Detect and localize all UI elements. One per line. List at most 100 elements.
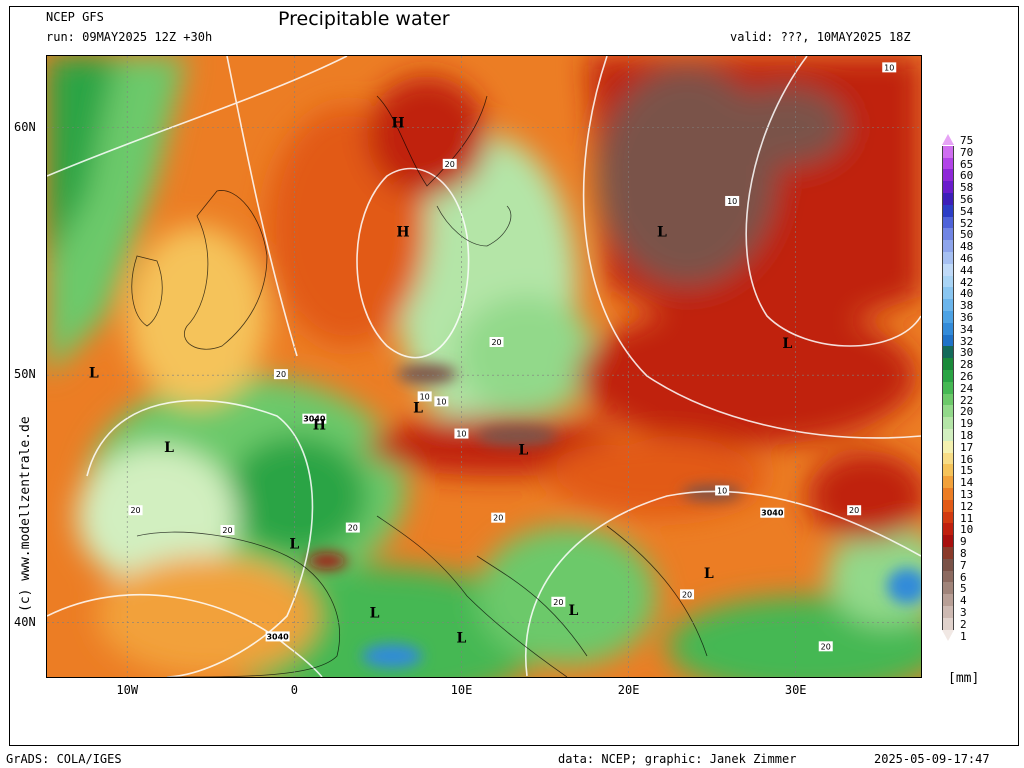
contour-label: 20 xyxy=(491,512,506,523)
low-pressure-marker: L xyxy=(289,536,299,552)
legend-label: 5 xyxy=(960,582,967,596)
high-pressure-marker: H xyxy=(313,418,326,434)
legend-bottom-arrow xyxy=(942,629,954,641)
svg-text:10: 10 xyxy=(884,63,894,72)
legend-swatch xyxy=(942,511,954,524)
contour-label: 20 xyxy=(220,525,235,536)
low-pressure-marker: L xyxy=(657,225,667,241)
legend-label: 14 xyxy=(960,476,974,490)
contour-label: 20 xyxy=(128,505,143,516)
legend-swatch xyxy=(942,405,954,418)
legend-label: 70 xyxy=(960,145,974,159)
legend-swatch xyxy=(942,252,954,265)
longitude-label: 10W xyxy=(116,683,139,697)
legend-label: 58 xyxy=(960,181,974,195)
coastlines xyxy=(131,95,708,677)
high-pressure-marker: H xyxy=(396,225,409,241)
legend-swatch xyxy=(942,452,954,465)
low-pressure-marker: L xyxy=(457,630,467,646)
legend-label: 56 xyxy=(960,193,974,206)
contour-label: 10 xyxy=(882,62,897,73)
legend-top-arrow xyxy=(942,134,954,145)
low-pressure-marker: L xyxy=(413,400,423,416)
contour-label: 3040 xyxy=(265,631,290,642)
longitude-label: 0 xyxy=(290,683,298,697)
contour-label: 3040 xyxy=(760,507,785,518)
legend-swatch xyxy=(942,464,954,477)
contour-label: 10 xyxy=(417,391,432,402)
legend-swatch xyxy=(942,488,954,501)
legend-label: 12 xyxy=(960,499,974,513)
run-info: run: 09MAY2025 12Z +30h xyxy=(46,30,213,44)
map-title: Precipitable water xyxy=(278,8,450,30)
legend-label: 17 xyxy=(960,440,974,454)
legend-swatch xyxy=(942,240,954,253)
latitude-label: 60N xyxy=(14,119,36,134)
legend-swatch xyxy=(942,193,954,206)
legend-swatch xyxy=(942,523,954,536)
svg-text:20: 20 xyxy=(222,526,232,535)
legend-label: 65 xyxy=(960,157,974,171)
color-field xyxy=(47,56,921,677)
low-pressure-marker: L xyxy=(89,366,99,382)
data-credit: data: NCEP; graphic: Janek Zimmer xyxy=(558,752,797,766)
legend-swatch xyxy=(942,535,954,548)
low-pressure-marker: L xyxy=(568,603,578,619)
legend-label: 26 xyxy=(960,370,974,383)
legend-label: 42 xyxy=(960,275,974,289)
legend-label: 44 xyxy=(960,263,974,277)
website-credit: (c) www.modellzentrale.de xyxy=(18,416,33,612)
legend-label: 36 xyxy=(960,311,974,324)
svg-text:20: 20 xyxy=(553,598,563,607)
model-name: NCEP GFS xyxy=(46,10,104,24)
legend-swatch xyxy=(942,358,954,371)
color-detail xyxy=(307,364,921,668)
legend-label: 7 xyxy=(960,558,967,572)
contour-label: 10 xyxy=(715,485,730,496)
contour-label: 20 xyxy=(442,158,457,169)
legend-swatch xyxy=(942,606,954,619)
legend-swatch xyxy=(942,476,954,489)
legend-swatch xyxy=(942,547,954,560)
legend-swatch xyxy=(942,169,954,182)
legend-label: 19 xyxy=(960,417,974,431)
latitude-label: 40N xyxy=(14,614,36,629)
legend-swatch xyxy=(942,287,954,300)
svg-text:20: 20 xyxy=(682,590,692,599)
legend-label: 40 xyxy=(960,287,974,301)
svg-text:20: 20 xyxy=(130,506,140,515)
legend-swatch xyxy=(942,558,954,572)
legend-swatch xyxy=(942,617,954,631)
legend-label: 3 xyxy=(960,606,967,619)
legend-label: 9 xyxy=(960,535,967,549)
contour-label: 10 xyxy=(454,428,469,439)
legend-label: 28 xyxy=(960,358,974,372)
legend-label: 38 xyxy=(960,299,974,313)
legend-swatch xyxy=(942,393,954,406)
contour-label: 20 xyxy=(847,505,862,516)
legend-swatch xyxy=(942,370,954,383)
legend-label: 11 xyxy=(960,511,974,525)
legend-label: 52 xyxy=(960,216,974,230)
legend-label: 50 xyxy=(960,228,974,242)
legend-swatch xyxy=(942,594,954,607)
legend-swatch xyxy=(942,204,954,218)
legend-label: 8 xyxy=(960,547,967,560)
longitude-label: 10E xyxy=(450,683,473,697)
legend-swatch xyxy=(942,275,954,288)
legend-swatch xyxy=(942,181,954,194)
high-pressure-marker: H xyxy=(391,116,404,132)
legend-label: 54 xyxy=(960,204,974,218)
legend-swatch xyxy=(942,157,954,170)
legend-swatch xyxy=(942,499,954,513)
svg-text:20: 20 xyxy=(276,370,286,379)
plot-frame xyxy=(9,6,1019,746)
svg-text:3040: 3040 xyxy=(303,415,326,424)
contour-lines xyxy=(47,56,921,677)
pressure-systems: H H L L H L L L L L L L L L xyxy=(89,116,793,647)
legend-swatch xyxy=(942,228,954,241)
legend-label: 46 xyxy=(960,252,974,265)
legend-label: 60 xyxy=(960,169,974,183)
legend-label: 1 xyxy=(960,629,967,643)
contour-label: 20 xyxy=(489,336,504,347)
